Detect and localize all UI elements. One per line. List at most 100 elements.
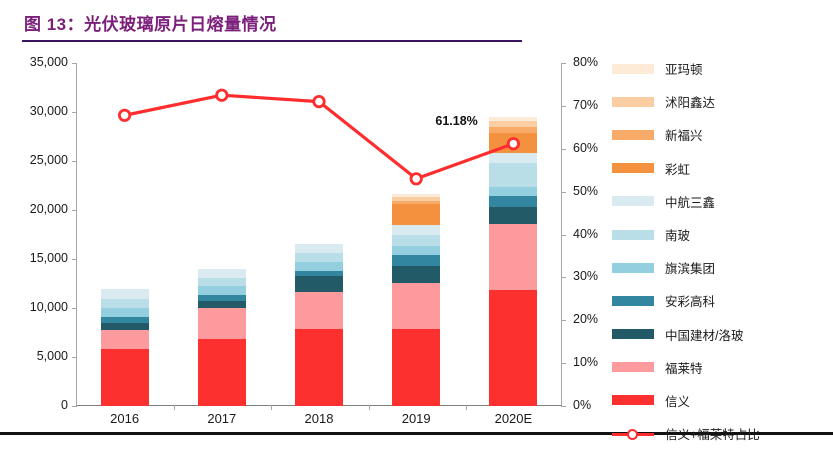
legend-color-swatch xyxy=(612,63,654,74)
bar-segment[interactable] xyxy=(392,224,441,235)
bar-segment[interactable] xyxy=(392,194,441,198)
legend-item[interactable]: 信义+福莱特占比 xyxy=(612,417,827,450)
x-axis-tick-label: 2017 xyxy=(207,411,237,426)
bar-segment[interactable] xyxy=(197,339,246,406)
y-axis-right-tick-label: 0% xyxy=(573,398,592,412)
legend-color-swatch xyxy=(612,96,654,107)
bar-segment[interactable] xyxy=(295,328,343,406)
y-axis-left-tick xyxy=(72,406,77,407)
bar-segment[interactable] xyxy=(392,234,441,247)
stacked-bar[interactable] xyxy=(197,268,246,406)
y-axis-right-tick xyxy=(561,105,566,107)
bar-segment[interactable] xyxy=(489,290,538,406)
y-axis-left-tick-label: 25,000 xyxy=(29,153,68,167)
legend-item-label: 彩虹 xyxy=(665,162,691,177)
bar-segment[interactable] xyxy=(197,308,246,340)
bar-segment[interactable] xyxy=(197,286,246,296)
x-axis-tick xyxy=(174,405,176,410)
stacked-bar[interactable] xyxy=(392,194,441,406)
y-axis-right-tick xyxy=(561,191,566,193)
x-axis-tick xyxy=(465,405,467,410)
line-marker[interactable] xyxy=(215,88,229,102)
bar-segment[interactable] xyxy=(392,204,441,225)
bar-segment[interactable] xyxy=(489,223,538,291)
stacked-bar[interactable] xyxy=(100,289,149,406)
legend-item[interactable]: 沭阳鑫达 xyxy=(612,85,827,118)
bar-segment[interactable] xyxy=(489,162,538,188)
line-series-layer xyxy=(76,63,562,406)
legend-item[interactable]: 南玻 xyxy=(612,218,827,251)
legend-item[interactable]: 新福兴 xyxy=(612,118,827,151)
legend-item[interactable]: 中航三鑫 xyxy=(612,185,827,218)
bar-segment[interactable] xyxy=(392,282,441,329)
bar-segment[interactable] xyxy=(392,201,441,205)
bar-segment[interactable] xyxy=(295,253,343,262)
bar-segment[interactable] xyxy=(489,116,538,121)
bar-segment[interactable] xyxy=(100,349,149,406)
bar-segment[interactable] xyxy=(295,275,343,293)
bar-segment[interactable] xyxy=(100,289,149,300)
y-axis-right-labels: 0% 10% 20% 30% 40% 50% 60% 70% 80% xyxy=(573,0,623,436)
bar-segment[interactable] xyxy=(197,301,246,308)
legend-item[interactable]: 彩虹 xyxy=(612,152,827,185)
y-axis-right-tick xyxy=(561,320,566,322)
stacked-bar[interactable] xyxy=(489,116,538,406)
y-axis-left-tick-label: 30,000 xyxy=(29,104,68,118)
bar-segment[interactable] xyxy=(489,120,538,127)
bar-segment[interactable] xyxy=(100,299,149,308)
bar-segment[interactable] xyxy=(489,187,538,197)
legend-item[interactable]: 安彩高科 xyxy=(612,284,827,317)
bar-segment[interactable] xyxy=(489,196,538,208)
line-marker[interactable] xyxy=(117,108,132,122)
line-marker[interactable] xyxy=(409,172,423,186)
bar-segment[interactable] xyxy=(197,295,246,302)
y-axis-right-tick-label: 40% xyxy=(573,226,599,241)
bar-segment[interactable] xyxy=(392,246,441,256)
line-series-svg xyxy=(117,88,520,186)
y-axis-left-tick xyxy=(72,357,77,358)
stacked-bar[interactable] xyxy=(295,244,343,406)
legend-item[interactable]: 中国建材/洛玻 xyxy=(612,318,827,351)
x-axis-tick-label: 2018 xyxy=(304,411,334,426)
y-axis-right-tick-label: 20% xyxy=(573,312,599,327)
legend-item-label: 旗滨集团 xyxy=(665,262,716,277)
bar-segment[interactable] xyxy=(100,316,149,323)
bar-segment[interactable] xyxy=(392,255,441,266)
line-marker[interactable] xyxy=(506,137,520,151)
y-axis-left-tick-label: 5,000 xyxy=(36,349,68,363)
bar-segment[interactable] xyxy=(295,261,343,271)
bar-segment[interactable] xyxy=(489,153,538,163)
bar-segment[interactable] xyxy=(100,308,149,317)
y-axis-left-tick xyxy=(72,161,77,162)
bar-series-layer xyxy=(76,63,562,406)
y-axis-right-tick xyxy=(561,363,566,365)
bar-segment[interactable] xyxy=(295,270,343,276)
legend-item[interactable]: 信义 xyxy=(612,384,827,417)
bar-segment[interactable] xyxy=(489,126,538,133)
y-axis-left-tick xyxy=(72,210,77,211)
x-axis-tick xyxy=(368,405,370,410)
bar-segment[interactable] xyxy=(100,329,149,350)
line-marker[interactable] xyxy=(312,94,326,109)
y-axis-right-tick-label: 10% xyxy=(573,355,599,370)
bar-segment[interactable] xyxy=(489,207,538,224)
x-axis-labels: 2016 2017 2018 2019 2020E xyxy=(76,411,562,433)
legend-color-swatch xyxy=(612,295,654,306)
bar-segment[interactable] xyxy=(295,244,343,254)
legend-item-label: 中国建材/洛玻 xyxy=(665,328,744,343)
legend-item-label: 亚玛顿 xyxy=(665,63,703,78)
legend-item[interactable]: 福莱特 xyxy=(612,351,827,384)
legend-color-swatch xyxy=(612,129,654,140)
bar-segment[interactable] xyxy=(197,277,246,287)
bar-segment[interactable] xyxy=(197,268,246,278)
legend-item[interactable]: 亚玛顿 xyxy=(612,52,827,85)
bar-segment[interactable] xyxy=(392,197,441,202)
y-axis-right-tick xyxy=(561,406,566,407)
legend-item[interactable]: 旗滨集团 xyxy=(612,251,827,284)
bar-segment[interactable] xyxy=(392,265,441,283)
y-axis-left-tick-label: 15,000 xyxy=(29,251,68,265)
bar-segment[interactable] xyxy=(392,328,441,406)
bar-segment[interactable] xyxy=(295,292,343,329)
page-title: 图 13：光伏玻璃原片日熔量情况 xyxy=(24,15,277,34)
bar-segment[interactable] xyxy=(100,322,149,330)
